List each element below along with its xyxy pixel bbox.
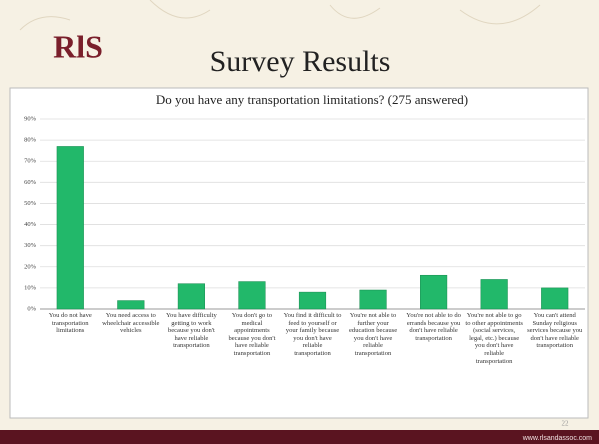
page-number: 22 xyxy=(562,420,570,428)
slide-title: Survey Results xyxy=(210,45,391,78)
x-tick-label: You can't attend Sunday religious servic… xyxy=(527,312,583,350)
bar xyxy=(117,300,145,310)
bar xyxy=(56,146,84,310)
decoration xyxy=(19,0,541,31)
bar xyxy=(480,279,508,310)
y-tick-label: 80% xyxy=(24,137,37,144)
bar xyxy=(177,283,205,310)
y-tick-label: 60% xyxy=(24,179,37,186)
x-tick-label: You do not have transportation limitatio… xyxy=(48,312,92,335)
footer-url: www.rlsandassoc.com xyxy=(522,435,592,442)
chart-title: Do you have any transportation limitatio… xyxy=(156,92,468,107)
x-tick-label: You have difficulty getting to work beca… xyxy=(165,312,217,350)
x-tick-label: You don't go to medical appointments bec… xyxy=(228,312,276,357)
y-tick-label: 0% xyxy=(27,305,36,312)
chart-frame xyxy=(9,87,589,419)
bar xyxy=(298,291,327,310)
footer-bar xyxy=(0,430,599,444)
bar xyxy=(541,287,569,310)
x-tick-label: You need access to wheelchair accessible… xyxy=(102,312,160,335)
x-tick-label: You're not able to do errands because yo… xyxy=(406,312,461,342)
y-tick-label: 10% xyxy=(24,284,37,291)
y-tick-label: 70% xyxy=(24,158,37,165)
logo: RlS xyxy=(53,28,103,64)
bar xyxy=(238,281,266,310)
y-tick-label: 90% xyxy=(24,115,37,122)
x-tick-label: You're not able to further your educatio… xyxy=(348,312,398,357)
y-tick-label: 20% xyxy=(24,263,37,270)
y-tick-label: 40% xyxy=(24,221,37,228)
x-tick-label: You're not able to go to other appointme… xyxy=(465,312,523,365)
x-tick-label: You find it difficult to feed to yoursel… xyxy=(283,312,342,357)
y-tick-label: 50% xyxy=(24,200,37,207)
bar xyxy=(420,274,448,310)
bar xyxy=(359,289,387,310)
y-tick-label: 30% xyxy=(24,242,37,249)
